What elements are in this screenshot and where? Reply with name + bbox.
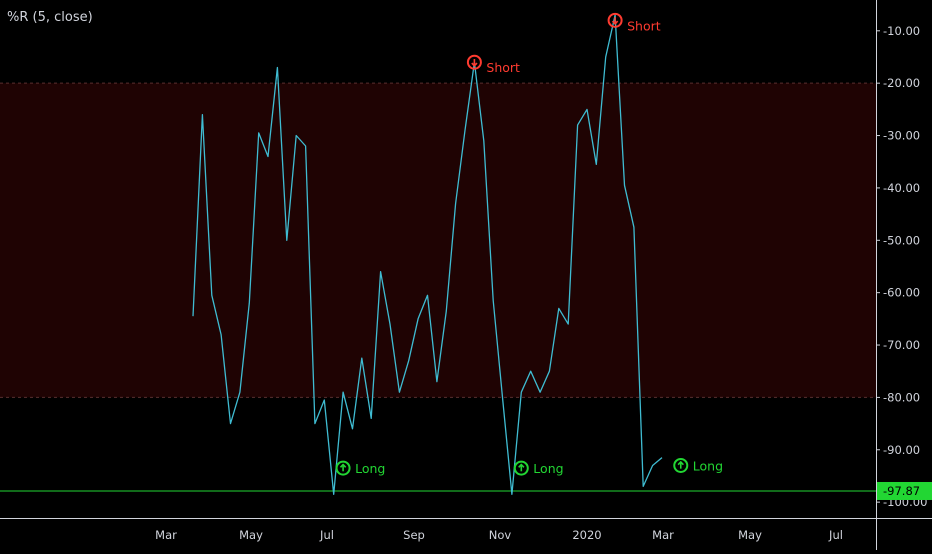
last-value-label: -97.87	[883, 484, 920, 498]
x-tick-label: Mar	[652, 528, 674, 542]
series-line	[192, 14, 663, 495]
x-tick-label: Nov	[489, 528, 512, 542]
long-signal-label: Long	[533, 461, 563, 476]
arrow-head	[677, 461, 684, 466]
y-tick-label: -10.00	[883, 24, 920, 38]
y-tick-label: -60.00	[883, 286, 920, 300]
short-signal-icon	[607, 12, 623, 28]
short-signal-label: Short	[627, 18, 661, 33]
long-signal-label: Long	[355, 461, 385, 476]
long-signal-label: Long	[693, 458, 723, 473]
long-signal-icon	[513, 460, 529, 476]
y-tick-label: -30.00	[883, 129, 920, 143]
x-tick-label: May	[239, 528, 263, 542]
long-signal-icon	[335, 460, 351, 476]
band-fill	[0, 83, 876, 398]
y-tick-label: -50.00	[883, 233, 920, 247]
arrow-head	[339, 463, 347, 468]
y-tick-label: -40.00	[883, 181, 920, 195]
x-tick-label: Jul	[319, 528, 334, 542]
y-tick-label: -70.00	[883, 338, 920, 352]
y-tick-label: -90.00	[883, 443, 920, 457]
arrow-head	[611, 20, 619, 25]
arrow-head	[518, 463, 525, 468]
x-tick-label: Sep	[403, 528, 425, 542]
short-signal-label: Short	[486, 60, 520, 75]
y-tick-label: -20.00	[883, 76, 920, 90]
y-tick-label: -80.00	[883, 390, 920, 404]
x-tick-label: Jul	[828, 528, 843, 542]
long-signal-icon	[673, 457, 689, 473]
x-tick-label: 2020	[572, 528, 601, 542]
indicator-title: %R (5, close)	[7, 10, 93, 25]
short-signal-icon	[466, 54, 482, 70]
arrow-head	[471, 62, 478, 67]
x-tick-label: May	[738, 528, 762, 542]
last-value-badge	[877, 481, 932, 500]
x-tick-label: Mar	[155, 528, 177, 542]
